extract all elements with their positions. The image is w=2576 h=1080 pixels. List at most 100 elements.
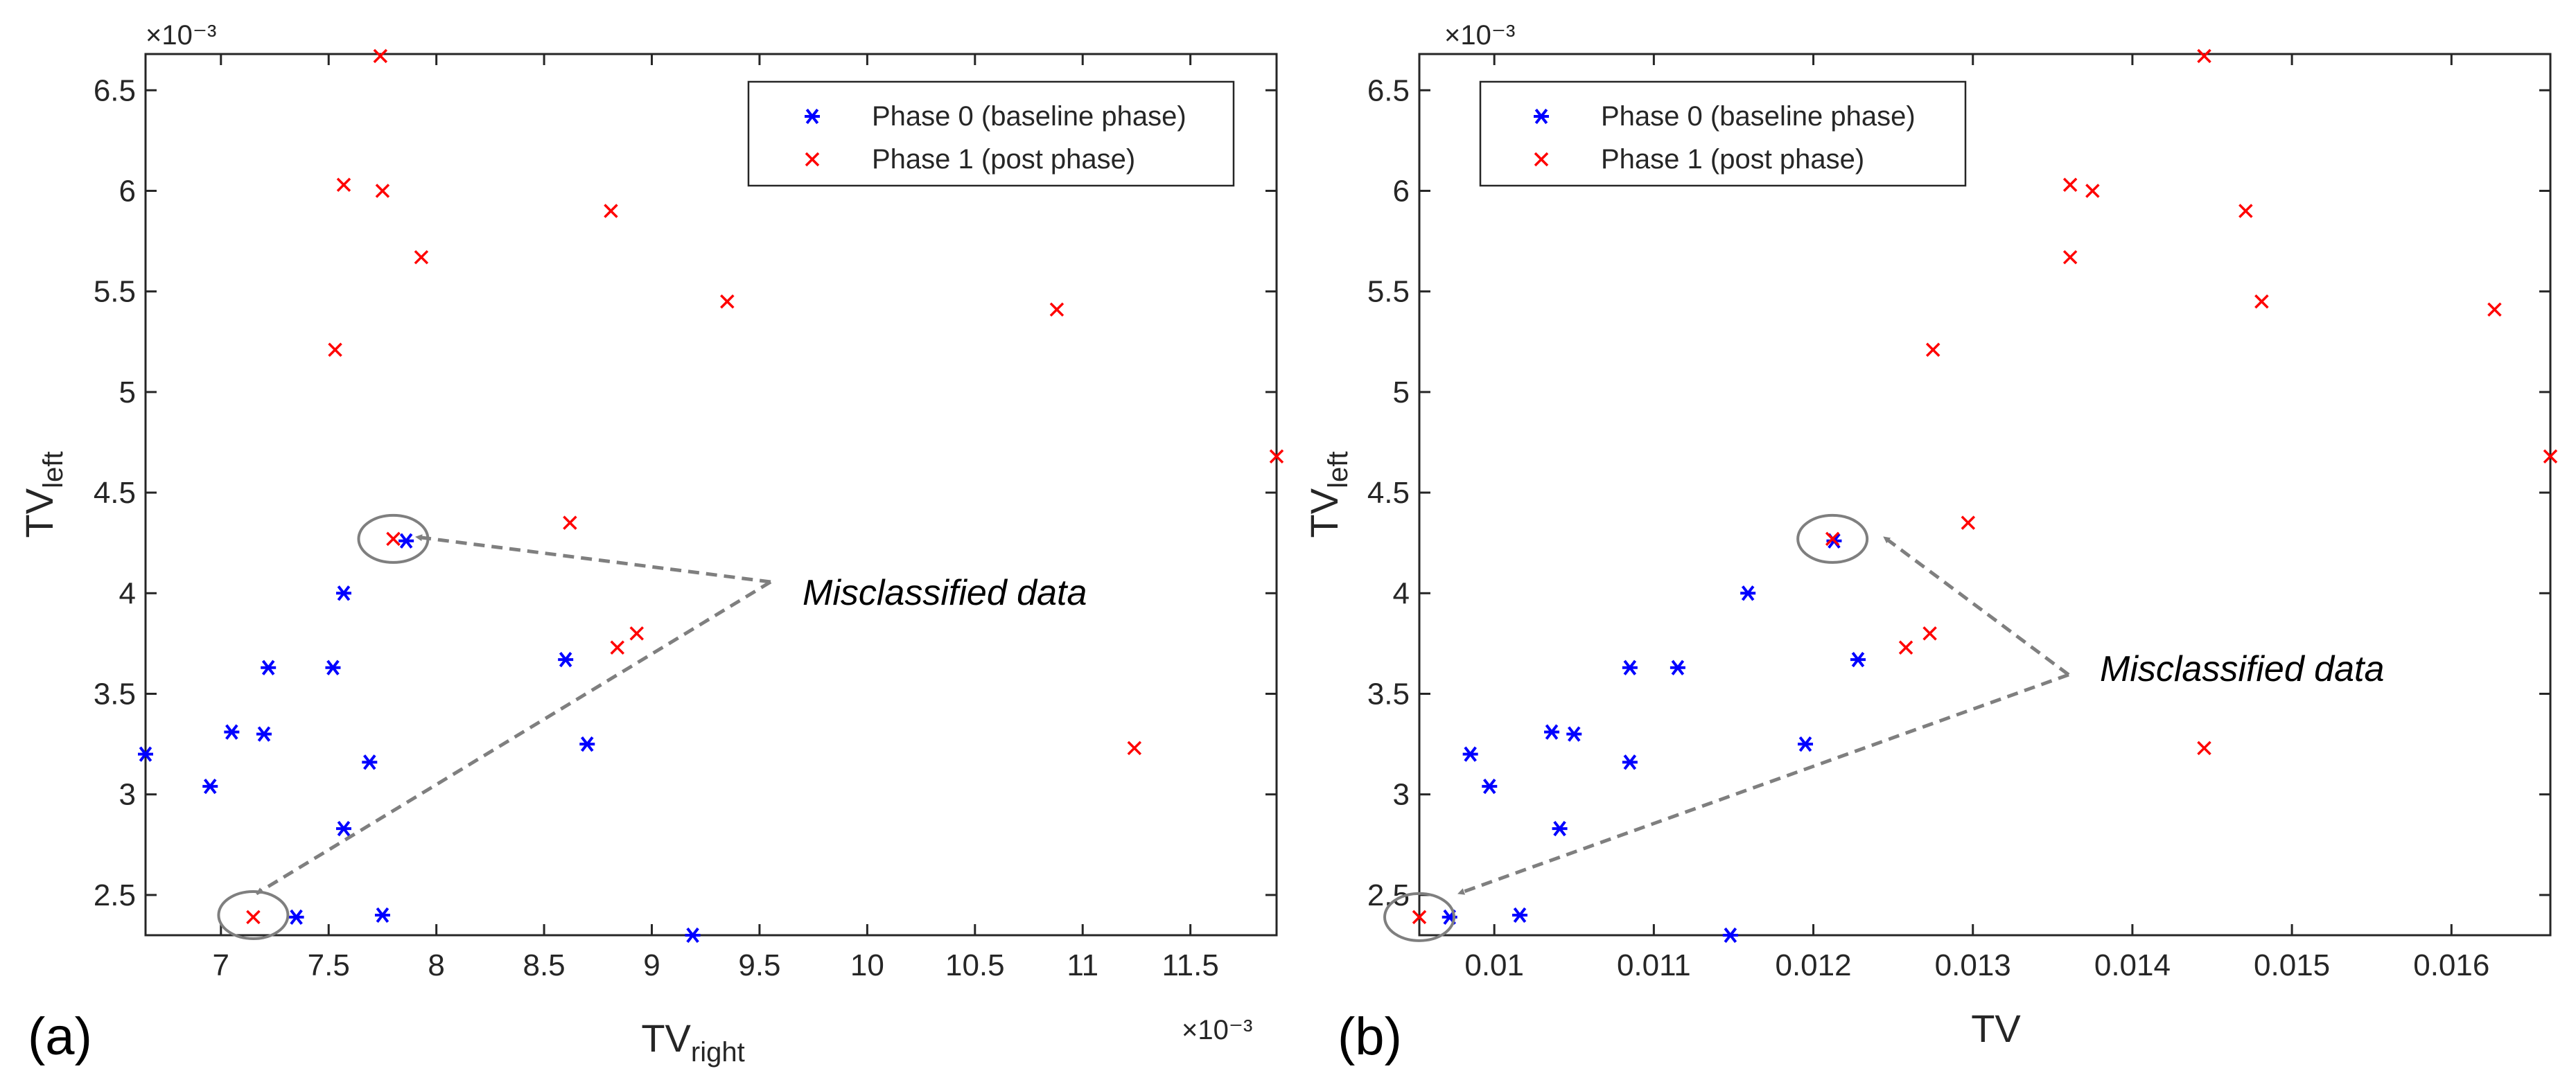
phase0-point-a: [335, 585, 351, 601]
legend-box-b: [1479, 80, 1967, 187]
phase0-point-a: [398, 533, 414, 549]
x-tick-label-a: 7.5: [308, 948, 350, 982]
phase0-point-a: [261, 659, 277, 675]
y-tick-label-b: 3: [1393, 778, 1410, 812]
phase1-point-a: [604, 204, 618, 218]
phase1-point-b: [1922, 626, 1937, 641]
phase0-point-a: [224, 724, 240, 740]
phase0-point-b: [1482, 778, 1498, 795]
x-tick-label-a: 9.5: [738, 948, 780, 982]
phase1-point-a: [1049, 302, 1064, 317]
x-tick-label-b: 0.013: [1935, 948, 2011, 982]
x-axis-label-b: TV: [1971, 1007, 2021, 1050]
phase1-point-b: [2085, 184, 2100, 198]
phase0-point-a: [558, 652, 574, 668]
y-axis-label-a: TVleft: [17, 452, 69, 538]
y-tick-label-a: 2.5: [94, 878, 136, 912]
x-tick-label-b: 0.01: [1464, 948, 1524, 982]
phase1-point-b: [2062, 177, 2078, 193]
phase0-point-a: [374, 907, 390, 923]
annotation-a: Misclassified data: [803, 573, 1087, 613]
legend-entry-phase0-b: Phase 0 (baseline phase): [1601, 101, 1916, 132]
phase0-point-a: [685, 927, 701, 944]
phase1-point-a: [414, 250, 429, 265]
phase1-point-b: [1412, 910, 1427, 925]
phase1-point-a: [1269, 449, 1284, 464]
phase1-point-a: [375, 184, 390, 198]
annotation-arrow-a: [255, 580, 772, 896]
legend-a: Phase 0 (baseline phase) Phase 1 (post p…: [747, 80, 1235, 187]
phase0-point-b: [1850, 652, 1866, 668]
phase0-point-b: [1552, 820, 1568, 837]
x-tick-label-b: 0.016: [2413, 948, 2489, 982]
plot-area-b: [1418, 53, 2552, 937]
x-tick-label-b: 0.014: [2094, 948, 2171, 982]
phase0-point-a: [202, 778, 218, 795]
phase0-point-b: [1462, 746, 1478, 762]
y-tick-label-a: 4.5: [94, 476, 136, 510]
x-tick-label-a: 9: [643, 948, 660, 982]
phase0-point-a: [256, 726, 272, 742]
phase1-point-b: [2543, 449, 2558, 464]
y-tick-label-b: 5: [1393, 375, 1410, 409]
x-tick-label-b: 0.015: [2254, 948, 2330, 982]
phase1-point-b: [2487, 302, 2502, 317]
legend-entry-phase1-a: Phase 1 (post phase): [872, 144, 1135, 175]
annotation-arrow-b: [1882, 535, 2070, 677]
y-tick-label-a: 6: [119, 174, 136, 208]
legend-entry-phase1-b: Phase 1 (post phase): [1601, 144, 1864, 175]
phase0-point-b: [1722, 927, 1738, 944]
y-tick-label-a: 4: [119, 576, 136, 610]
legend-marker-phase0-a: [805, 108, 820, 125]
misclassified-circle-b: [1796, 513, 1869, 564]
phase1-point-a: [720, 294, 735, 309]
y-tick-label-b: 5.5: [1367, 275, 1410, 309]
phase1-point-a: [629, 626, 644, 641]
legend-marker-phase1-b: [1534, 152, 1549, 167]
phase1-point-b: [2238, 204, 2253, 218]
y-axis-label-b: TVleft: [1302, 452, 1353, 538]
misclassified-circle-a: [217, 889, 290, 940]
phase0-point-b: [1622, 659, 1638, 675]
legend-marker-phase1-a: [805, 152, 820, 167]
x-tick-label-b: 0.012: [1775, 948, 1851, 982]
phase0-point-a: [362, 754, 378, 770]
phase1-point-a: [610, 640, 625, 655]
annotation-b: Misclassified data: [2100, 649, 2384, 689]
x-tick-label-a: 8.5: [523, 948, 565, 982]
phase1-point-a: [386, 531, 401, 547]
phase0-point-b: [1670, 659, 1685, 675]
legend-marker-phase0-b: [1534, 108, 1549, 125]
y-tick-label-a: 5: [119, 375, 136, 409]
x-tick-label-a: 10: [850, 948, 884, 982]
x-exponent-a: ×10⁻³: [1182, 1015, 1252, 1045]
x-tick-label-a: 11: [1067, 948, 1098, 982]
y-tick-label-b: 3.5: [1367, 678, 1410, 711]
chart-a: 7 7.5 8 8.5 9 9.5 10 10.5 11 11.5 2.5 3 3.5 4 4.5 5 5.5 6…: [17, 20, 1284, 1068]
phase1-point-b: [2254, 294, 2269, 309]
phase1-point-a: [328, 342, 342, 357]
legend-entry-phase0-a: Phase 0 (baseline phase): [872, 101, 1186, 132]
legend-box-a: [747, 80, 1235, 187]
chart-b: 0.01 0.011 0.012 0.013 0.014 0.015 0.0162.533.…: [1302, 20, 2558, 1066]
phase1-point-a: [373, 48, 388, 64]
phase0-point-b: [1566, 726, 1582, 742]
phase0-point-b: [1798, 736, 1814, 752]
x-tick-label-a: 7: [213, 948, 229, 982]
phase0-point-a: [138, 746, 153, 762]
y-tick-label-b: 4.5: [1367, 476, 1410, 510]
phase0-point-b: [1544, 724, 1560, 740]
phase0-point-a: [325, 659, 341, 675]
phase1-point-b: [1961, 515, 1976, 530]
y-tick-label-b: 4: [1393, 576, 1410, 610]
y-tick-label-a: 6.5: [94, 73, 136, 107]
phase1-point-b: [1898, 640, 1913, 655]
phase1-point-a: [246, 910, 261, 925]
legend-b: Phase 0 (baseline phase) Phase 1 (post p…: [1479, 80, 1967, 187]
phase0-point-a: [288, 909, 304, 925]
y-tick-label-b: 6.5: [1367, 73, 1410, 107]
y-tick-label-b: 6: [1393, 174, 1410, 208]
x-tick-label-b: 0.011: [1617, 948, 1691, 982]
phase0-point-b: [1512, 907, 1528, 923]
